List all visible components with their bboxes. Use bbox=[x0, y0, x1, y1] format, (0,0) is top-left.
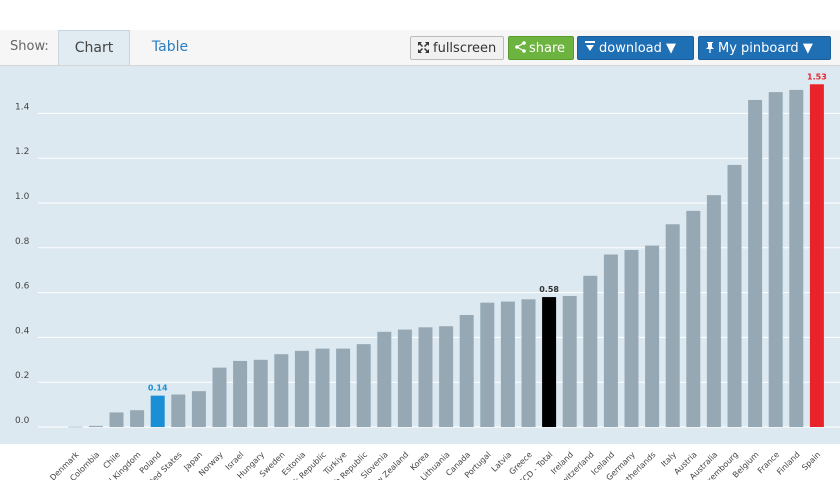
bar bbox=[233, 360, 248, 427]
bar bbox=[809, 84, 824, 427]
fullscreen-label: fullscreen bbox=[433, 41, 497, 56]
bar bbox=[562, 295, 577, 427]
share-label: share bbox=[529, 41, 566, 56]
bar bbox=[500, 301, 515, 427]
x-tick-label: Spain bbox=[800, 450, 822, 472]
bar bbox=[768, 92, 783, 428]
bar bbox=[439, 326, 454, 427]
bar bbox=[727, 164, 742, 428]
bar bbox=[686, 210, 701, 427]
pinboard-button[interactable]: My pinboard ▼ bbox=[698, 36, 831, 60]
bar bbox=[665, 224, 680, 427]
bar bbox=[542, 297, 557, 427]
bar bbox=[480, 302, 495, 427]
bar bbox=[315, 348, 330, 427]
bar bbox=[418, 327, 433, 427]
download-icon bbox=[584, 37, 596, 61]
bar bbox=[150, 395, 165, 427]
y-tick-label: 1.0 bbox=[15, 192, 30, 202]
pinboard-label: My pinboard ▼ bbox=[718, 41, 813, 56]
pin-icon bbox=[705, 37, 715, 61]
bar bbox=[274, 354, 289, 427]
y-tick-label: 0.0 bbox=[15, 416, 30, 426]
bar bbox=[336, 348, 351, 427]
show-label: Show: bbox=[10, 39, 49, 54]
y-tick-label: 1.2 bbox=[15, 147, 29, 157]
y-tick-label: 1.4 bbox=[15, 102, 30, 112]
bar bbox=[130, 410, 145, 427]
y-tick-label: 0.2 bbox=[15, 371, 29, 381]
data-label: 1.53 bbox=[807, 72, 827, 81]
bar bbox=[748, 99, 763, 428]
bar bbox=[294, 350, 309, 427]
x-tick-label: Finland bbox=[775, 450, 802, 477]
bar bbox=[191, 391, 206, 427]
bar bbox=[459, 315, 474, 427]
y-tick-label: 0.4 bbox=[15, 326, 30, 336]
tab-chart[interactable]: Chart bbox=[58, 30, 130, 65]
bar bbox=[789, 89, 804, 427]
y-tick-label: 0.8 bbox=[15, 237, 30, 247]
share-icon bbox=[515, 37, 526, 61]
data-label: 0.14 bbox=[148, 384, 168, 393]
data-label: 0.58 bbox=[539, 285, 559, 294]
fullscreen-button[interactable]: fullscreen bbox=[410, 36, 504, 60]
share-button[interactable]: share bbox=[508, 36, 574, 60]
bar bbox=[171, 394, 186, 427]
bar bbox=[356, 344, 371, 427]
bar bbox=[109, 412, 124, 427]
bar bbox=[706, 195, 721, 427]
download-button[interactable]: download ▼ bbox=[577, 36, 694, 60]
bar bbox=[253, 359, 268, 427]
bar bbox=[521, 299, 536, 427]
bar bbox=[624, 250, 639, 427]
chart-toolbar: Show: Chart Table fullscreen share downl… bbox=[0, 30, 840, 66]
tab-table[interactable]: Table bbox=[151, 39, 189, 55]
expand-icon bbox=[417, 37, 430, 61]
bar bbox=[397, 329, 412, 427]
bar bbox=[88, 425, 103, 427]
download-label: download ▼ bbox=[599, 41, 676, 56]
bar bbox=[583, 275, 598, 427]
bar bbox=[377, 331, 392, 427]
bar bbox=[603, 254, 618, 427]
y-tick-label: 0.6 bbox=[15, 282, 30, 292]
bar bbox=[645, 245, 660, 427]
bar bbox=[212, 367, 227, 427]
